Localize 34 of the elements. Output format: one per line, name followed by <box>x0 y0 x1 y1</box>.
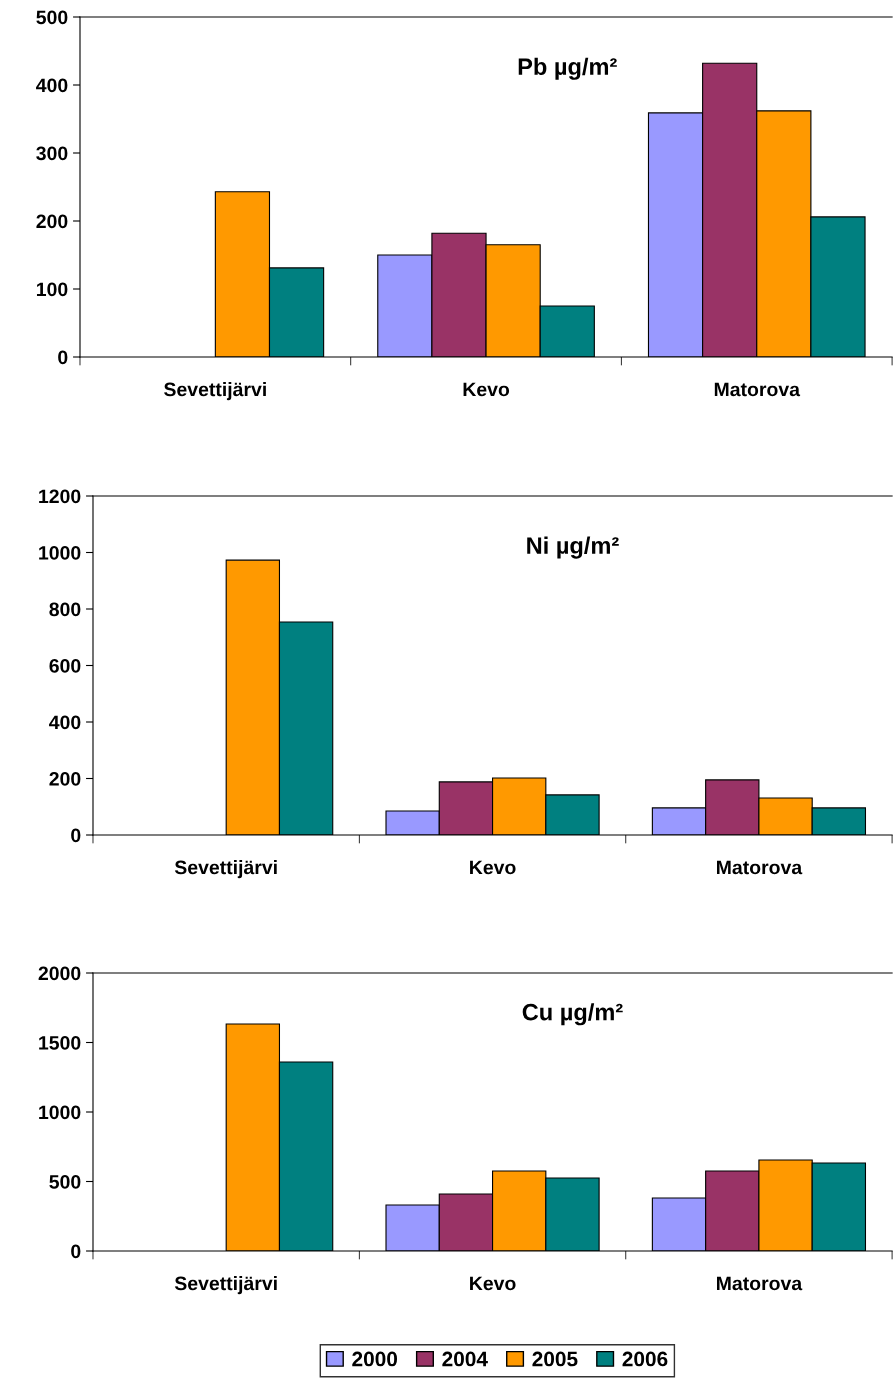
y-tick-label: 400 <box>36 78 68 93</box>
x-tick-label: Matorova <box>714 382 801 397</box>
x-tick-label: Sevettijärvi <box>174 1276 277 1295</box>
y-tick-label: 1000 <box>39 545 81 560</box>
x-tick-label: Kevo <box>470 1276 516 1291</box>
legend-label: 2006 <box>622 1351 668 1367</box>
y-tick-label: 300 <box>36 146 68 161</box>
y-tick-label: 600 <box>49 658 81 673</box>
y-tick-label: 1000 <box>39 1105 81 1120</box>
legend-label: 2000 <box>352 1351 398 1367</box>
y-tick-label: 2000 <box>38 966 81 981</box>
x-tick-label: Matorova <box>717 1276 803 1291</box>
x-tick-label: Matorova <box>717 860 803 875</box>
y-tick-label: 1500 <box>39 1035 81 1050</box>
x-tick-label: Kevo <box>463 382 510 397</box>
legend-label: 2005 <box>532 1351 578 1367</box>
legend-label: 2004 <box>442 1351 488 1367</box>
y-tick-label: 500 <box>49 1174 81 1189</box>
y-tick-label: 800 <box>49 602 81 617</box>
y-tick-label: 0 <box>71 828 81 843</box>
text: Ni µg/m² <box>527 536 619 559</box>
x-tick-label: Sevettijärvi <box>174 860 277 879</box>
y-tick-label: 1200 <box>39 489 81 504</box>
x-tick-label: Sevettijärvi <box>164 382 266 401</box>
y-tick-label: 200 <box>36 214 68 229</box>
y-tick-label: 100 <box>36 282 68 297</box>
y-tick-label: 500 <box>36 10 68 25</box>
text: Cu µg/m² <box>522 1003 623 1026</box>
y-tick-label: 0 <box>58 350 68 365</box>
text: Pb µg/m² <box>518 57 617 80</box>
x-tick-label: Kevo <box>470 860 516 875</box>
y-tick-label: 200 <box>49 771 81 786</box>
y-tick-label: 0 <box>71 1244 81 1259</box>
y-tick-label: 400 <box>49 715 81 730</box>
